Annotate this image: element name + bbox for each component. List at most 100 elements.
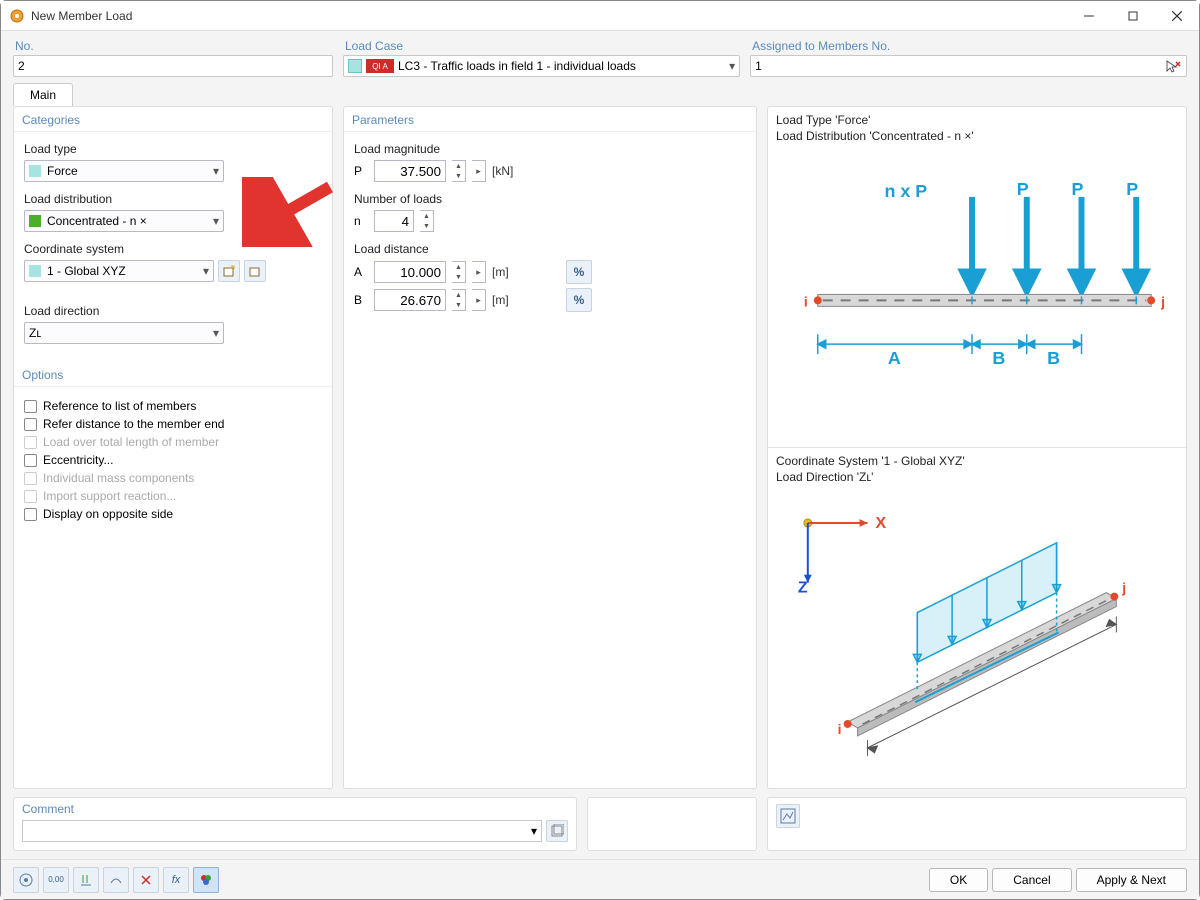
svg-text:j: j [1160, 294, 1165, 310]
toolbar-color-button[interactable] [193, 867, 219, 893]
svg-text:B: B [992, 348, 1005, 368]
maximize-button[interactable] [1111, 1, 1155, 31]
B-spinner[interactable]: ▲▼ [452, 289, 466, 311]
window-title: New Member Load [31, 9, 1067, 23]
preview1-diagram: n x P P P P i j [768, 146, 1186, 447]
load-direction-dropdown[interactable]: Zʟ ▾ [24, 322, 224, 344]
svg-text:i: i [838, 721, 842, 737]
chevron-down-icon: ▾ [213, 326, 219, 340]
members-field[interactable]: 1 [750, 55, 1187, 77]
n-input[interactable] [374, 210, 414, 232]
coord-system-dropdown[interactable]: 1 - Global XYZ ▾ [24, 260, 214, 282]
select-members-icon[interactable] [1164, 58, 1182, 76]
options-title: Options [14, 362, 332, 387]
no-label: No. [13, 39, 333, 53]
minimize-button[interactable] [1067, 1, 1111, 31]
option-import-reaction-label: Import support reaction... [43, 489, 176, 503]
preview-settings-button[interactable] [776, 804, 800, 828]
edit-coord-button[interactable] [244, 260, 266, 282]
toolbar-function-button[interactable]: fx [163, 867, 189, 893]
ok-button[interactable]: OK [929, 868, 988, 892]
option-reference-list[interactable]: Reference to list of members [24, 399, 322, 413]
load-type-swatch [29, 165, 41, 177]
svg-text:j: j [1121, 580, 1126, 596]
svg-text:P: P [1017, 179, 1029, 199]
members-label: Assigned to Members No. [750, 39, 1187, 53]
no-value: 2 [18, 59, 25, 73]
chevron-down-icon: ▾ [531, 824, 537, 838]
toolbar-units-button[interactable]: 0,00 [43, 867, 69, 893]
comment-dropdown[interactable]: ▾ [22, 820, 542, 842]
B-label: B [354, 293, 368, 307]
B-input[interactable] [374, 289, 446, 311]
comment-title: Comment [22, 802, 568, 816]
cancel-button[interactable]: Cancel [992, 868, 1071, 892]
option-opposite-side[interactable]: Display on opposite side [24, 507, 322, 521]
close-button[interactable] [1155, 1, 1199, 31]
svg-text:X: X [875, 515, 886, 532]
load-distance-label: Load distance [354, 242, 746, 256]
option-eccentricity[interactable]: Eccentricity... [24, 453, 322, 467]
loadcase-type-chip: QI A [366, 59, 394, 73]
option-eccentricity-label: Eccentricity... [43, 453, 113, 467]
svg-text:A: A [888, 348, 901, 368]
toolbar-view-button[interactable] [103, 867, 129, 893]
svg-text:n x P: n x P [884, 181, 927, 201]
chevron-down-icon: ▾ [213, 214, 219, 228]
toolbar-delete-button[interactable] [133, 867, 159, 893]
loadcase-dropdown[interactable]: QI A LC3 - Traffic loads in field 1 - in… [343, 55, 740, 77]
chevron-down-icon: ▾ [729, 59, 735, 73]
tab-main[interactable]: Main [13, 83, 73, 106]
chevron-down-icon: ▾ [213, 164, 219, 178]
option-opposite-side-label: Display on opposite side [43, 507, 173, 521]
svg-text:B: B [1047, 348, 1060, 368]
A-step-button[interactable]: ▸ [472, 261, 486, 283]
empty-info-box [587, 797, 757, 851]
P-input[interactable] [374, 160, 446, 182]
preview2-diagram: X Z i j [768, 487, 1186, 788]
A-unit: [m] [492, 265, 520, 279]
P-step-button[interactable]: ▸ [472, 160, 486, 182]
load-distribution-swatch [29, 215, 41, 227]
tab-row: Main [1, 77, 1199, 106]
load-type-dropdown[interactable]: Force ▾ [24, 160, 224, 182]
loadcase-text: LC3 - Traffic loads in field 1 - individ… [398, 59, 725, 73]
option-mass: Individual mass components [24, 471, 322, 485]
load-distribution-value: Concentrated - n × [47, 214, 213, 228]
load-distribution-dropdown[interactable]: Concentrated - n × ▾ [24, 210, 224, 232]
n-label: n [354, 214, 368, 228]
load-direction-label: Load direction [24, 304, 322, 318]
load-type-value: Force [47, 164, 213, 178]
option-total-length-label: Load over total length of member [43, 435, 219, 449]
toolbar-loads-button[interactable] [73, 867, 99, 893]
members-value: 1 [755, 59, 762, 73]
svg-text:P: P [1126, 179, 1138, 199]
toolbar-help-button[interactable] [13, 867, 39, 893]
svg-text:i: i [804, 294, 808, 310]
A-input[interactable] [374, 261, 446, 283]
P-label: P [354, 164, 368, 178]
chevron-down-icon: ▾ [203, 264, 209, 278]
B-step-button[interactable]: ▸ [472, 289, 486, 311]
option-total-length: Load over total length of member [24, 435, 322, 449]
A-percent-button[interactable]: % [566, 260, 592, 284]
apply-next-button[interactable]: Apply & Next [1076, 868, 1187, 892]
option-refer-distance[interactable]: Refer distance to the member end [24, 417, 322, 431]
load-distribution-label: Load distribution [24, 192, 322, 206]
titlebar: New Member Load [1, 1, 1199, 31]
preview1-caption: Load Type 'Force' Load Distribution 'Con… [768, 107, 1186, 146]
option-import-reaction: Import support reaction... [24, 489, 322, 503]
no-field[interactable]: 2 [13, 55, 333, 77]
B-percent-button[interactable]: % [566, 288, 592, 312]
loadcase-color-chip [348, 59, 362, 73]
n-spinner[interactable]: ▲▼ [420, 210, 434, 232]
app-icon [9, 8, 25, 24]
P-spinner[interactable]: ▲▼ [452, 160, 466, 182]
B-unit: [m] [492, 293, 520, 307]
loadcase-label: Load Case [343, 39, 740, 53]
coord-system-value: 1 - Global XYZ [47, 264, 203, 278]
preview2-caption: Coordinate System '1 - Global XYZ' Load … [768, 448, 1186, 487]
A-spinner[interactable]: ▲▼ [452, 261, 466, 283]
comment-library-button[interactable] [546, 820, 568, 842]
new-coord-button[interactable] [218, 260, 240, 282]
